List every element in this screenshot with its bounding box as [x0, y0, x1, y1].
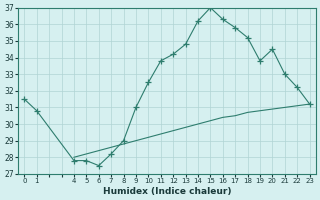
X-axis label: Humidex (Indice chaleur): Humidex (Indice chaleur) — [103, 187, 231, 196]
